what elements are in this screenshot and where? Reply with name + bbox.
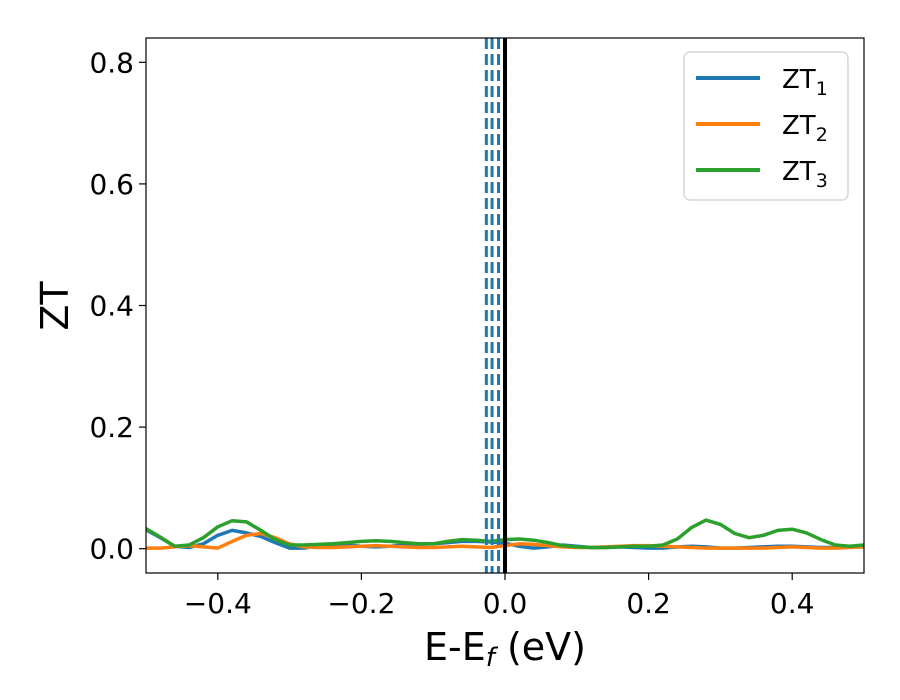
- x-tick-label: −0.2: [327, 587, 395, 620]
- legend-label-zt3: ZT3: [782, 157, 828, 192]
- vline-layer: [484, 38, 507, 573]
- x-axis-label: E-Ef (eV): [424, 625, 586, 673]
- y-tick-label: 0.6: [89, 168, 134, 201]
- y-tick-label: 0.2: [89, 411, 134, 444]
- x-tick-label: 0.0: [483, 587, 528, 620]
- legend: ZT1 ZT2 ZT3: [683, 51, 849, 201]
- x-tick-label: −0.4: [184, 587, 252, 620]
- x-axis-ticks: −0.4 −0.2 0.0 0.2 0.4: [184, 573, 815, 620]
- x-tick-label: 0.2: [626, 587, 671, 620]
- legend-label-zt2: ZT2: [782, 111, 828, 146]
- y-tick-label: 0.8: [89, 46, 134, 79]
- x-axis-label-unit: (eV): [495, 625, 586, 669]
- y-axis-ticks: 0.0 0.2 0.4 0.6 0.8: [89, 46, 146, 566]
- y-tick-label: 0.4: [89, 290, 134, 323]
- y-axis-label: ZT: [33, 281, 77, 331]
- legend-box: [683, 51, 849, 201]
- legend-label-zt1: ZT1: [782, 65, 828, 100]
- x-axis-label-main: E-E: [424, 625, 486, 669]
- y-tick-label: 0.0: [89, 533, 134, 566]
- x-tick-label: 0.4: [770, 587, 815, 620]
